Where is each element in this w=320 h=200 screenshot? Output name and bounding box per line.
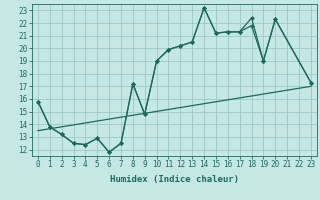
X-axis label: Humidex (Indice chaleur): Humidex (Indice chaleur) xyxy=(110,175,239,184)
